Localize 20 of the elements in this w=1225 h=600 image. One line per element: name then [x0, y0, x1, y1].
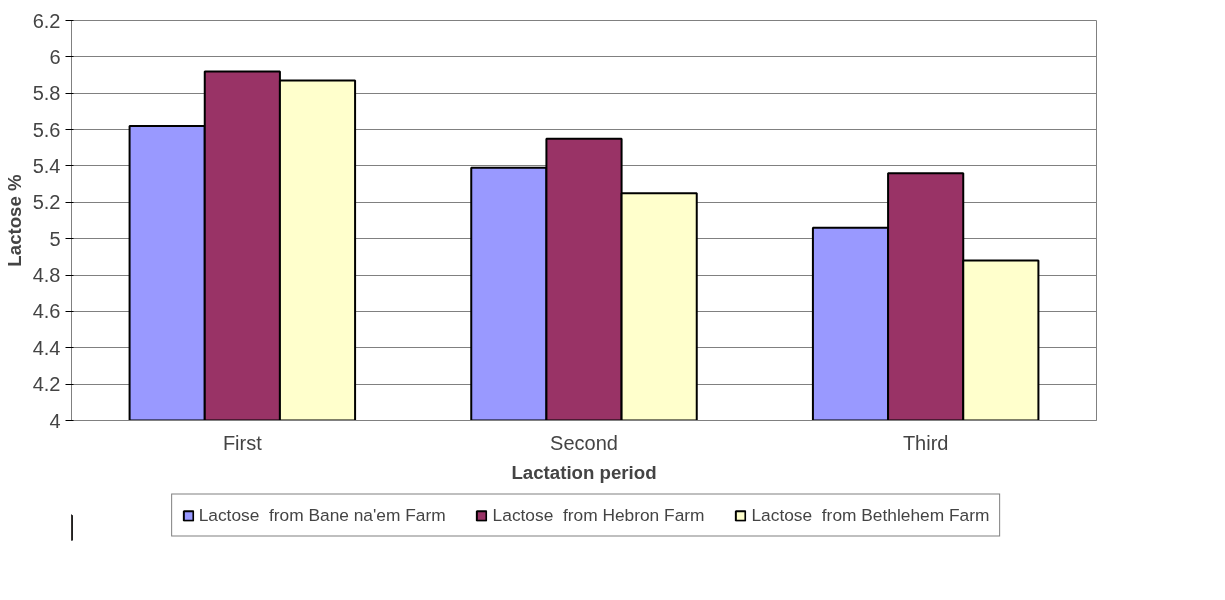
y-tick-label: 6 — [49, 45, 61, 68]
y-tick-label: 5 — [49, 227, 61, 250]
legend-label: Lactose from Bethlehem Farm — [751, 504, 990, 526]
y-tick-label: 5.6 — [32, 118, 61, 141]
x-axis-title: Lactation period — [511, 461, 657, 483]
legend-label: Lactose from Hebron Farm — [492, 504, 705, 526]
y-tick-label: 6.2 — [32, 9, 61, 32]
y-tick-label: 4.6 — [32, 300, 61, 323]
y-tick-label: 4.4 — [32, 336, 61, 359]
x-tick-label: First — [222, 431, 263, 454]
legend-label: Lactose from Bane na'em Farm — [198, 504, 446, 526]
y-tick-label: 5.2 — [32, 191, 61, 214]
y-tick-label: 5.4 — [32, 154, 61, 177]
y-axis-title: Lactose % — [3, 173, 25, 267]
x-tick-label: Second — [550, 431, 618, 454]
y-tick-label: 4.2 — [32, 373, 61, 396]
x-tick-label: Third — [902, 431, 949, 454]
y-tick-label: 5.8 — [32, 82, 61, 105]
y-tick-label: 4 — [49, 409, 61, 432]
y-tick-label: 4.8 — [32, 264, 61, 287]
